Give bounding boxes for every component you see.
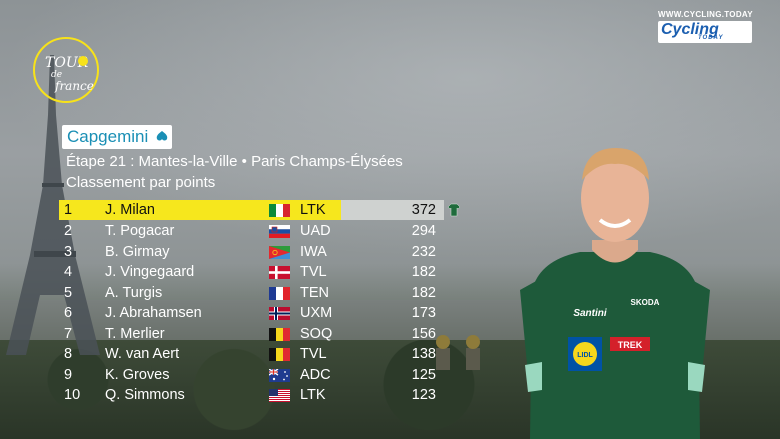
standings-row: 2 T. Pogacar UAD 294 <box>59 221 444 242</box>
eiffel-tower-icon <box>6 55 100 355</box>
rank: 9 <box>64 366 73 383</box>
team-code: LTK <box>300 387 326 403</box>
rank: 3 <box>64 243 73 260</box>
spade-icon <box>156 131 168 141</box>
rank: 2 <box>64 223 73 239</box>
jersey-sponsor-skoda: SKODA <box>631 298 660 307</box>
standings-row: 3 B. Girmay IWA 232 <box>59 242 444 263</box>
points: 182 <box>411 264 436 280</box>
belgium-flag-icon <box>269 348 290 361</box>
norway-flag-icon <box>269 307 290 320</box>
standings-row: 5 A. Turgis TEN 182 <box>59 283 444 304</box>
rider-name: T. Pogacar <box>105 223 175 239</box>
points: 156 <box>411 325 436 342</box>
points: 232 <box>411 243 436 260</box>
rider-name: W. van Aert <box>105 346 180 362</box>
points: 294 <box>411 223 436 239</box>
denmark-flag-icon <box>269 266 290 279</box>
team-code: ADC <box>300 366 331 383</box>
team-code: TVL <box>300 346 327 362</box>
logo-text-de: de <box>51 70 63 80</box>
rider-name: Q. Simmons <box>105 387 185 403</box>
rank: 5 <box>64 284 73 301</box>
team-code: TEN <box>300 284 329 301</box>
rider-name: J. Abrahamsen <box>105 305 202 321</box>
standings-row: 9 K. Groves ADC 125 <box>59 365 444 386</box>
france-flag-icon <box>269 286 290 300</box>
standings-row: 8 W. van Aert TVL 138 <box>59 344 444 365</box>
rank: 4 <box>64 264 73 280</box>
jersey-sponsor-santini: Santini <box>573 308 607 319</box>
standings-row: 6 J. Abrahamsen UXM 173 <box>59 303 444 324</box>
site-logo-main: Cycling <box>661 21 719 38</box>
standings-row: 1 J. Milan LTK 372 <box>59 200 444 220</box>
team-code: LTK <box>300 202 326 218</box>
site-url: WWW.CYCLING.TODAY <box>658 10 753 19</box>
slovenia-flag-icon <box>269 225 290 238</box>
tour-de-france-logo: TOUR de france <box>33 37 99 103</box>
team-code: UAD <box>300 223 331 239</box>
rank: 8 <box>64 346 73 362</box>
rank: 6 <box>64 305 73 321</box>
standings-row: 10 Q. Simmons LTK 123 <box>59 385 444 406</box>
standings-row: 7 T. Merlier SOQ 156 <box>59 324 444 345</box>
logo-text-tour: TOUR <box>45 55 89 71</box>
rider-name: B. Girmay <box>105 243 170 260</box>
rider-name: T. Merlier <box>105 325 165 342</box>
eritrea-flag-icon <box>269 245 290 259</box>
cycling-today-logo: Cycling TODAY <box>658 21 752 43</box>
sponsor-name: Capgemini <box>67 127 149 146</box>
stage-title: Étape 21 : Mantes-la-Ville • Paris Champ… <box>66 153 403 170</box>
usa-flag-icon <box>269 389 290 402</box>
team-code: SOQ <box>300 325 333 342</box>
green-jersey-icon <box>447 203 461 217</box>
points: 173 <box>411 305 436 321</box>
rider-name: J. Vingegaard <box>105 264 195 280</box>
rank: 7 <box>64 325 73 342</box>
team-code: TVL <box>300 264 327 280</box>
jersey-sponsor-lidl: LIDL <box>577 352 593 359</box>
points: 125 <box>411 366 436 383</box>
italy-flag-icon <box>269 204 290 217</box>
site-logo-sub: TODAY <box>698 35 724 41</box>
statues <box>436 335 480 370</box>
points: 138 <box>411 346 436 362</box>
rider-portrait: TREK LIDL Santini SKODA <box>520 148 710 439</box>
points: 182 <box>411 284 436 301</box>
standings-row: 4 J. Vingegaard TVL 182 <box>59 262 444 283</box>
rank: 1 <box>64 202 73 218</box>
team-code: UXM <box>300 305 333 321</box>
points: 372 <box>411 202 436 218</box>
rider-name: J. Milan <box>105 202 155 218</box>
site-branding: WWW.CYCLING.TODAY Cycling TODAY <box>658 10 758 43</box>
classification-title: Classement par points <box>66 174 216 191</box>
rider-name: K. Groves <box>105 366 170 383</box>
jersey-sponsor-trek: TREK <box>618 340 643 350</box>
team-code: IWA <box>300 243 327 260</box>
points-box <box>341 200 444 220</box>
points: 123 <box>411 387 436 403</box>
australia-flag-icon <box>269 368 290 382</box>
sun-icon <box>78 56 88 66</box>
standings-table: 1 J. Milan LTK 372 2 T. Pogacar UAD 294 … <box>59 200 444 406</box>
capgemini-logo: Capgemini <box>62 125 172 149</box>
logo-text-france: france <box>55 79 94 93</box>
rider-name: A. Turgis <box>105 284 163 301</box>
belgium-flag-icon <box>269 327 290 341</box>
rank: 10 <box>64 387 81 403</box>
